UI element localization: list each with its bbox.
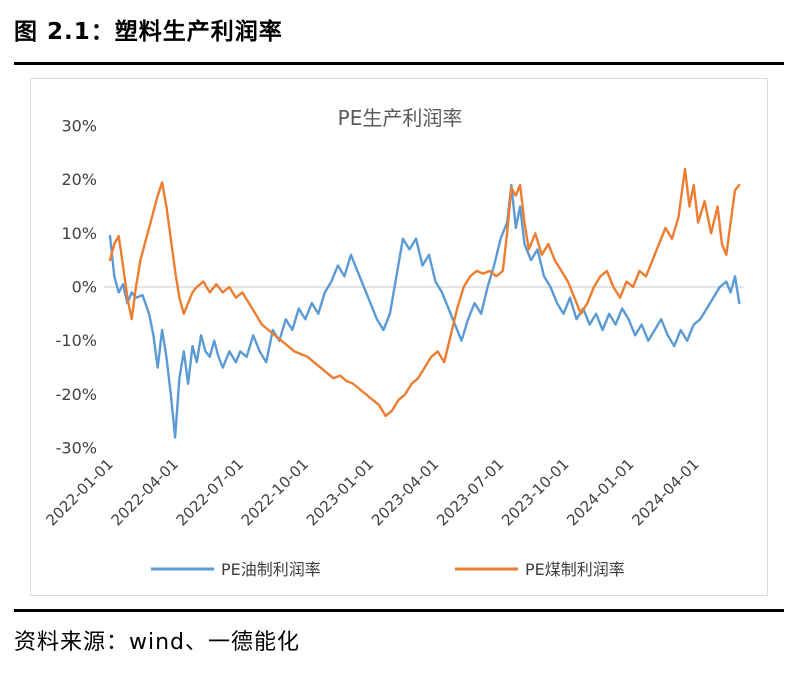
figure: 图 2.1：塑料生产利润率 PE生产利润率 30% 20% 10% 0% -10% -20… — [0, 16, 798, 656]
series-lines — [108, 167, 741, 439]
legend: PE油制利润率 PE煤制利润率 — [151, 560, 625, 579]
x-tick-label: 2022-04-01 — [108, 455, 182, 529]
x-tick-label: 2022-07-01 — [173, 455, 247, 529]
chart-title: PE生产利润率 — [338, 106, 463, 130]
x-axis-labels: 2022-01-012022-04-012022-07-012022-10-01… — [42, 455, 702, 529]
figure-title: 图 2.1：塑料生产利润率 — [14, 19, 283, 45]
x-tick-label: 2023-01-01 — [303, 455, 377, 529]
bottom-rule — [14, 609, 784, 612]
x-tick-label: 2023-10-01 — [498, 455, 572, 529]
legend-label-coal: PE煤制利润率 — [525, 560, 625, 579]
y-tick-label: -20% — [56, 385, 97, 404]
x-tick-label: 2022-10-01 — [238, 455, 312, 529]
series-line-coal — [108, 167, 741, 418]
y-tick-label: 0% — [72, 278, 97, 297]
legend-label-oil: PE油制利润率 — [221, 560, 321, 579]
line-chart: PE生产利润率 30% 20% 10% 0% -10% -20% -30% 2022-01-… — [42, 106, 744, 579]
x-tick-label: 2024-01-01 — [563, 455, 637, 529]
y-tick-label: -30% — [56, 439, 97, 458]
y-tick-label: 30% — [61, 116, 97, 135]
y-tick-label: -10% — [56, 331, 97, 350]
y-tick-label: 20% — [61, 170, 97, 189]
x-tick-label: 2024-04-01 — [628, 455, 702, 529]
chart-container: PE生产利润率 30% 20% 10% 0% -10% -20% -30% 2022-01-… — [30, 78, 768, 596]
x-tick-label: 2023-04-01 — [368, 455, 442, 529]
x-tick-label: 2022-01-01 — [42, 455, 116, 529]
y-tick-label: 10% — [61, 224, 97, 243]
source-note: 资料来源：wind、一德能化 — [14, 630, 301, 655]
y-axis-labels: 30% 20% 10% 0% -10% -20% -30% — [56, 116, 97, 457]
series-line-oil — [108, 183, 741, 439]
x-tick-label: 2023-07-01 — [433, 455, 507, 529]
top-rule — [14, 62, 784, 65]
